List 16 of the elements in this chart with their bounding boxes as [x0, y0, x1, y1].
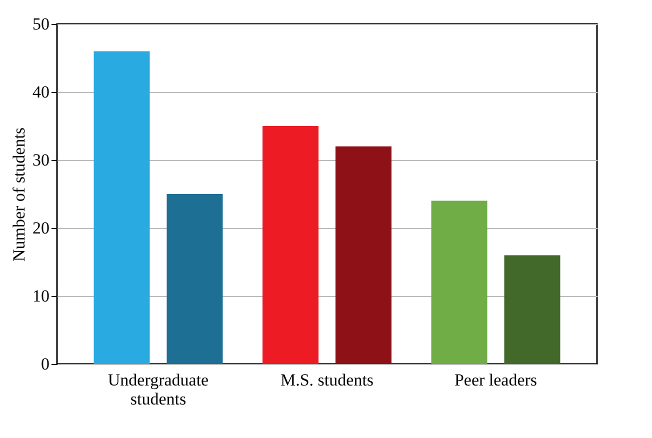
x-tick-label: Peer leaders — [454, 370, 538, 390]
y-axis-title: Number of students — [10, 127, 28, 262]
y-tick-label: 0 — [41, 354, 50, 374]
bar — [335, 146, 392, 364]
y-tick-label: 40 — [32, 82, 50, 102]
y-tick-label: 30 — [32, 150, 50, 170]
bar — [431, 200, 488, 364]
y-tick-label: 10 — [32, 286, 50, 306]
x-tick-label: M.S. students — [280, 370, 374, 390]
bar — [262, 126, 319, 364]
y-tick-label: 20 — [32, 218, 50, 238]
y-tick-label: 50 — [32, 14, 50, 34]
bar — [94, 51, 150, 364]
bar — [504, 255, 560, 364]
bar — [166, 194, 223, 364]
x-tick-label: Undergraduate students — [108, 370, 209, 408]
